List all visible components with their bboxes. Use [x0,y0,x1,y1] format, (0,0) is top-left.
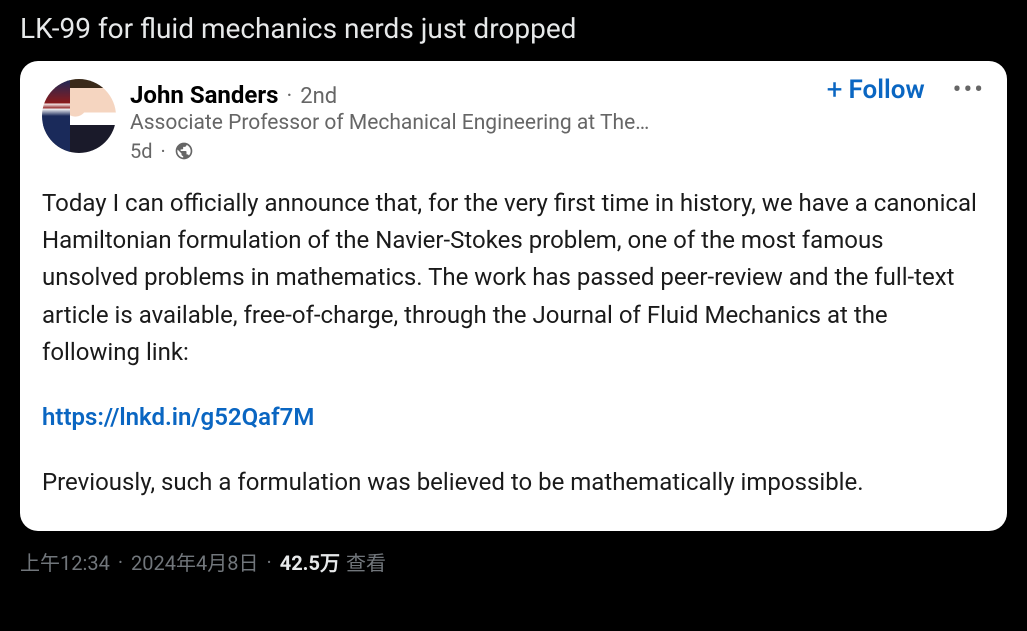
tweet-meta-row: 上午12:34 · 2024年4月8日 · 42.5万 查看 [20,531,1007,592]
plus-icon: + [827,76,843,104]
post-paragraph-1: Today I can officially announce that, fo… [42,185,985,371]
connection-degree-separator: · [286,84,292,109]
author-headline: Associate Professor of Mechanical Engine… [130,111,750,135]
tweet-caption: LK-99 for fluid mechanics nerds just dro… [20,0,1007,61]
meta-separator: · [267,550,272,574]
views-label: 查看 [346,547,386,576]
follow-button[interactable]: + Follow [827,75,925,105]
views-count[interactable]: 42.5万 [280,547,340,576]
author-name[interactable]: John Sanders [130,81,278,109]
post-body: Today I can officially announce that, fo… [42,185,985,501]
post-age: 5d [130,139,153,163]
card-header-actions: + Follow ••• [827,75,985,105]
post-link[interactable]: https://lnkd.in/g52Qaf7M [42,403,314,431]
tweet-container: LK-99 for fluid mechanics nerds just dro… [0,0,1027,592]
card-header: John Sanders · 2nd Associate Professor o… [42,79,985,163]
post-paragraph-2: Previously, such a formulation was belie… [42,464,985,501]
tweet-time[interactable]: 上午12:34 [20,547,110,576]
post-meta-row: 5d · [130,139,985,163]
globe-icon [174,141,194,161]
more-options-button[interactable]: ••• [953,77,985,103]
tweet-date[interactable]: 2024年4月8日 [131,547,258,576]
author-avatar[interactable] [42,79,116,153]
connection-degree: 2nd [300,84,337,109]
embedded-linkedin-card[interactable]: John Sanders · 2nd Associate Professor o… [20,61,1007,531]
meta-separator: · [161,139,166,163]
meta-separator: · [118,550,123,574]
follow-label: Follow [849,75,925,105]
